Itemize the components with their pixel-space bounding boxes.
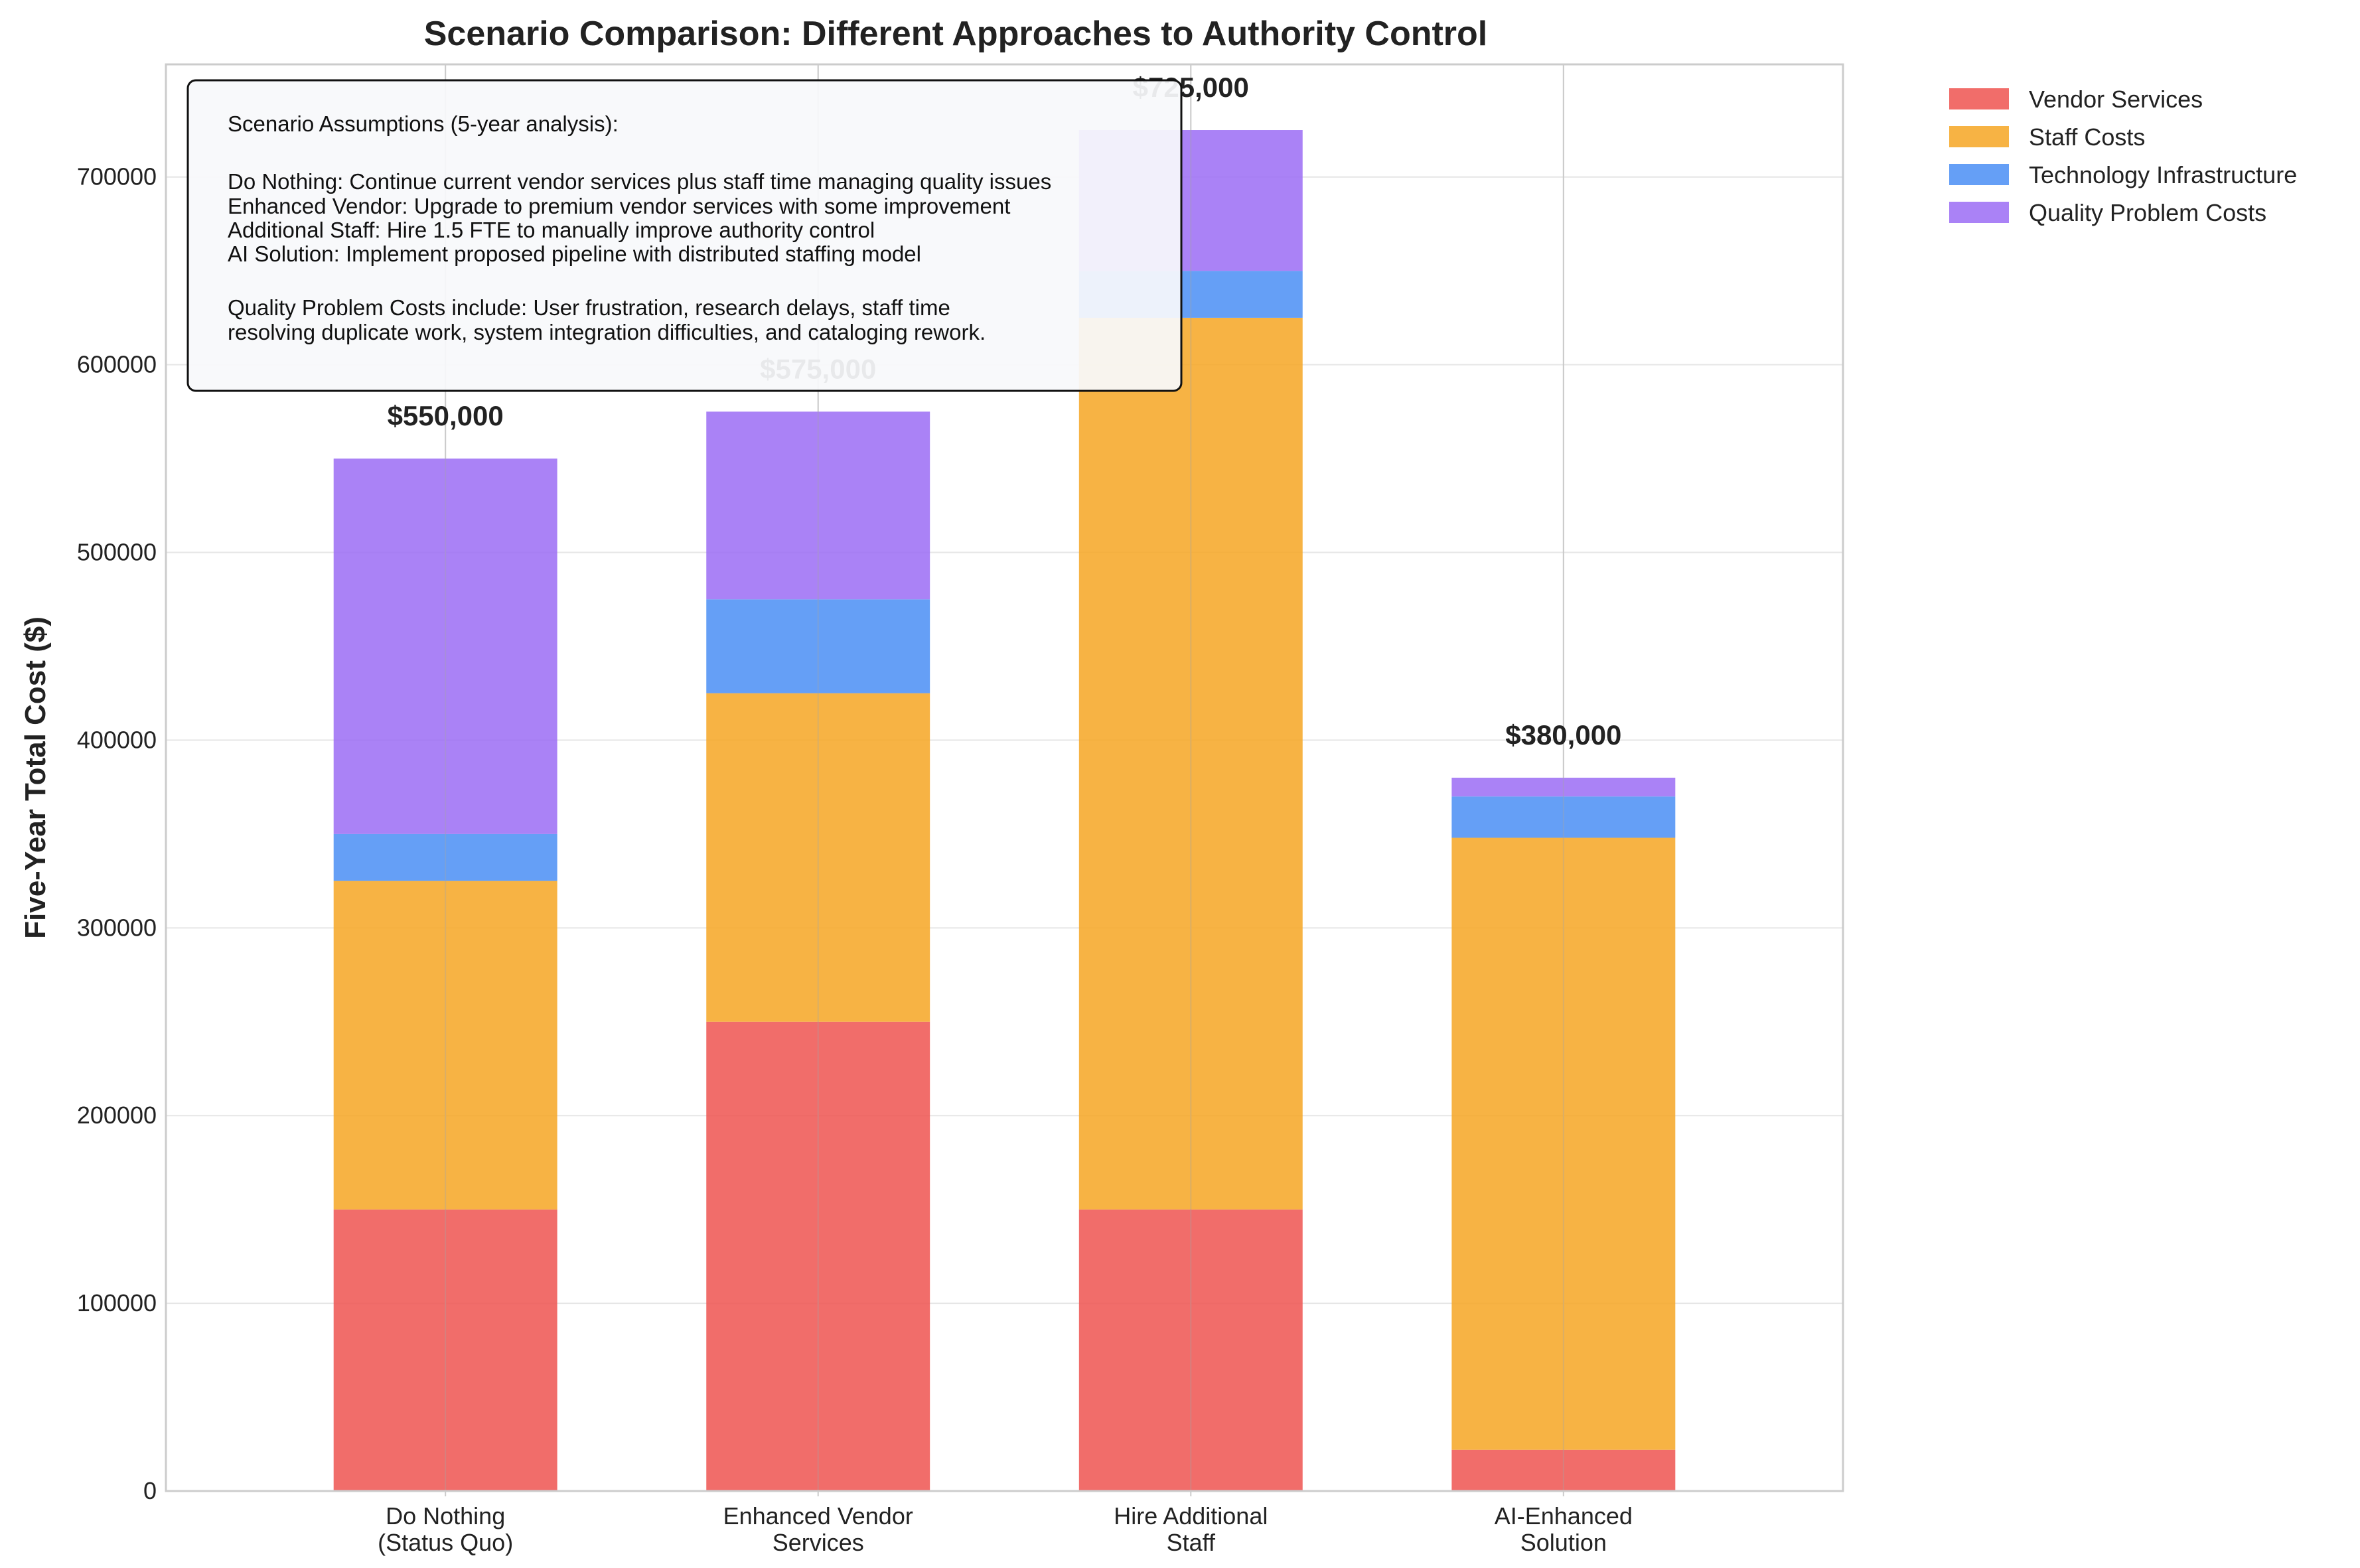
annotation-line: Additional Staff: Hire 1.5 FTE to manual… <box>228 218 875 242</box>
bar-segment-vendor-services <box>333 1209 557 1491</box>
x-tick-label: Solution <box>1520 1529 1607 1556</box>
bar-segment-technology-infrastructure <box>706 599 930 693</box>
bar-segment-quality-problem-costs <box>706 411 930 600</box>
bar-segment-vendor-services <box>706 1021 930 1491</box>
bar-segment-quality-problem-costs <box>1451 778 1676 797</box>
bar-segment-staff-costs <box>706 693 930 1022</box>
y-tick-label: 700000 <box>77 163 157 190</box>
bar-segment-technology-infrastructure <box>333 833 557 881</box>
legend-label: Vendor Services <box>2029 86 2203 113</box>
legend-swatch <box>1949 88 2009 109</box>
y-tick-label: 0 <box>143 1477 157 1504</box>
x-tick-label: Do Nothing <box>386 1502 505 1530</box>
x-tick-label: Hire Additional <box>1114 1502 1268 1530</box>
bar-segment-technology-infrastructure <box>1451 796 1676 838</box>
y-tick-label: 600000 <box>77 351 157 378</box>
y-tick-label: 200000 <box>77 1102 157 1129</box>
legend-label: Technology Infrastructure <box>2029 161 2297 188</box>
y-axis-ticks: 0 100000 200000 300000 400000 500000 600000 700… <box>77 163 157 1504</box>
y-tick-label: 500000 <box>77 539 157 566</box>
legend: Vendor Services Staff Costs Technology Inf… <box>1949 86 2297 226</box>
bar-segment-vendor-services <box>1451 1449 1676 1491</box>
annotation-line: Quality Problem Costs include: User frus… <box>228 295 950 320</box>
bars <box>333 64 1676 1491</box>
annotation-box <box>186 79 1183 392</box>
legend-swatch <box>1949 126 2009 147</box>
y-tick-label: 400000 <box>77 726 157 753</box>
bar-segment-quality-problem-costs <box>333 459 557 834</box>
bar-segment-staff-costs <box>1078 317 1303 1210</box>
chart-title: Scenario Comparison: Different Approache… <box>424 15 1487 53</box>
bar-segment-staff-costs <box>333 881 557 1210</box>
x-tick-label: AI-Enhanced <box>1495 1502 1633 1530</box>
plot-frame <box>165 63 1844 1492</box>
y-axis-label: Five-Year Total Cost ($) <box>19 616 52 939</box>
total-label: $380,000 <box>1505 719 1621 750</box>
x-tick-label: Staff <box>1167 1529 1216 1556</box>
bar-segment-vendor-services <box>1078 1209 1303 1491</box>
bar-segment-staff-costs <box>1451 837 1676 1450</box>
assumptions-annotation: Scenario Assumptions (5-year analysis): D… <box>186 79 1183 392</box>
x-tick-label: (Status Quo) <box>378 1529 513 1556</box>
annotation-line: resolving duplicate work, system integra… <box>228 320 986 344</box>
legend-label: Staff Costs <box>2029 123 2145 151</box>
annotation-line: Do Nothing: Continue current vendor serv… <box>228 169 1051 194</box>
total-label: $550,000 <box>388 400 504 431</box>
x-axis-ticks: Do Nothing(Status Quo) Enhanced VendorSer… <box>378 1491 1633 1556</box>
legend-label: Quality Problem Costs <box>2029 199 2266 226</box>
annotation-line: Scenario Assumptions (5-year analysis): <box>228 111 619 136</box>
y-tick-label: 300000 <box>77 914 157 941</box>
annotation-line: AI Solution: Implement proposed pipeline… <box>228 242 921 266</box>
annotation-line: Enhanced Vendor: Upgrade to premium vend… <box>228 194 1010 218</box>
y-tick-label: 100000 <box>77 1289 157 1317</box>
legend-swatch <box>1949 164 2009 185</box>
legend-swatch <box>1949 202 2009 223</box>
x-tick-label: Services <box>773 1529 864 1556</box>
x-tick-label: Enhanced Vendor <box>723 1502 913 1530</box>
